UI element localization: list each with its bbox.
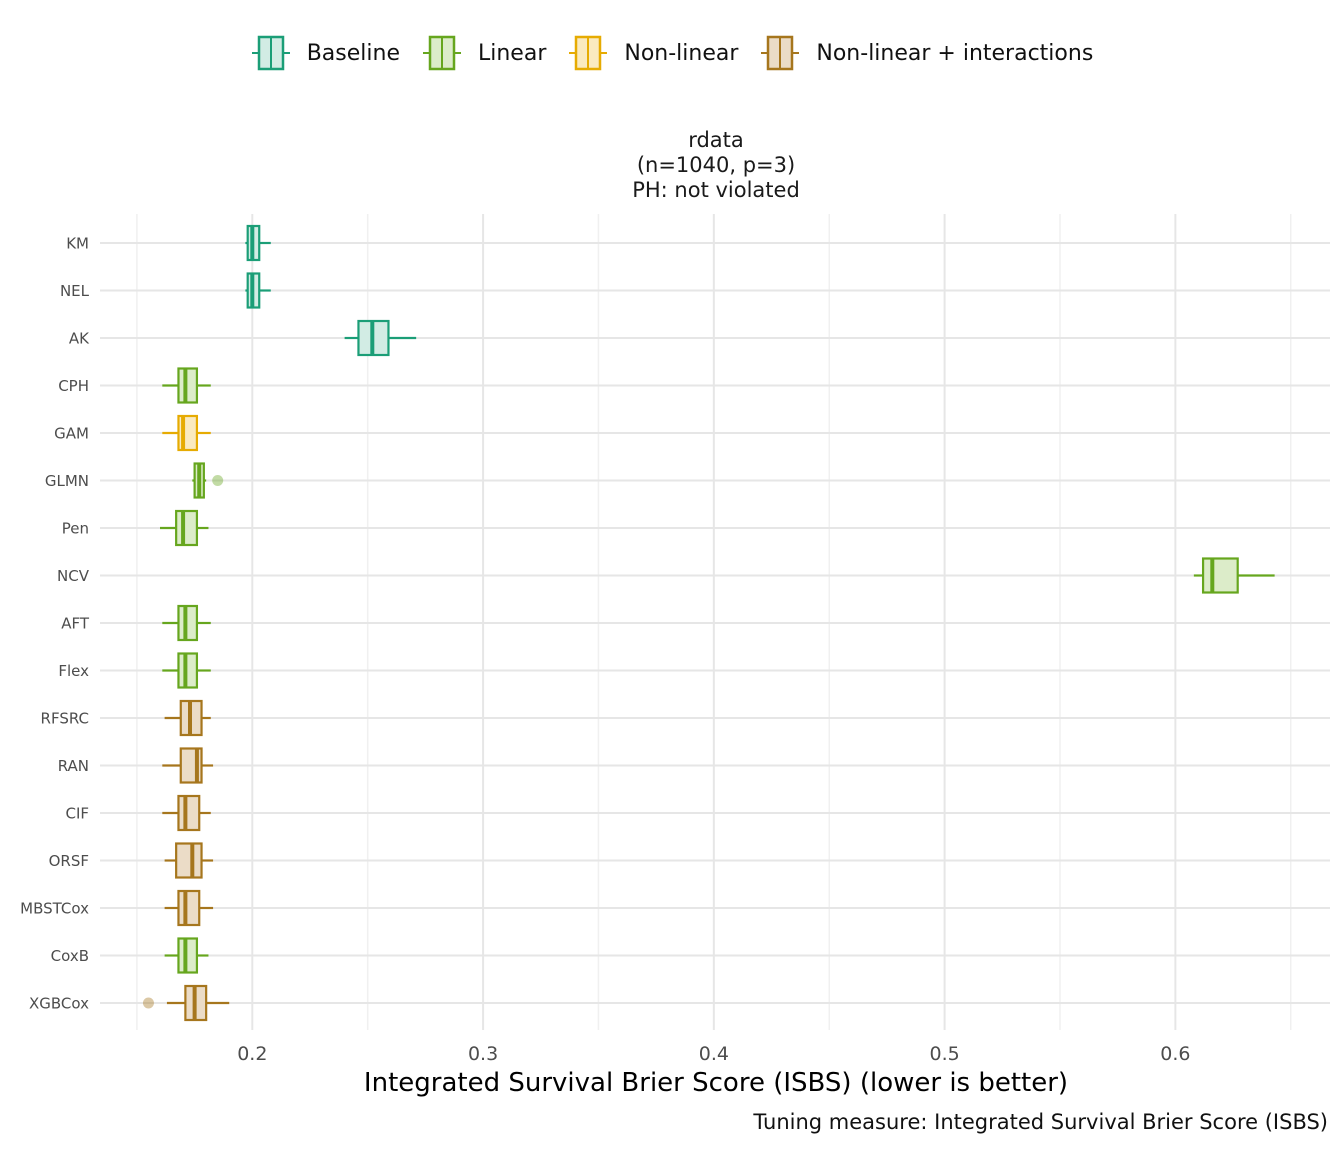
y-tick-label: Pen bbox=[62, 520, 89, 538]
outlier-point bbox=[212, 475, 224, 486]
box-iqr bbox=[1201, 557, 1239, 594]
box-nel: NEL bbox=[60, 272, 271, 309]
box-mbstcox: MBSTCox bbox=[20, 889, 214, 927]
x-axis-ticks: 0.2 0.3 0.4 0.5 0.6 bbox=[237, 1043, 1190, 1065]
facet-title-line1: rdata bbox=[688, 128, 744, 152]
caption: Tuning measure: Integrated Survival Brie… bbox=[753, 1110, 1328, 1134]
legend-item-baseline: Baseline bbox=[251, 33, 400, 73]
box-orsf: ORSF bbox=[49, 842, 214, 879]
outlier-point bbox=[142, 997, 154, 1009]
legend-label: Baseline bbox=[306, 40, 400, 66]
box-iqr bbox=[177, 604, 199, 642]
box-iqr bbox=[177, 367, 199, 404]
y-tick-label: KM bbox=[66, 235, 89, 253]
y-tick-label: XGBCox bbox=[29, 995, 89, 1013]
box-iqr bbox=[175, 509, 199, 547]
facet-title-line3: PH: not violated bbox=[632, 178, 800, 202]
box-iqr bbox=[177, 889, 201, 927]
legend-item-linear: Linear bbox=[422, 33, 546, 73]
box-glmn: GLMN bbox=[45, 462, 224, 499]
x-tick-label: 0.6 bbox=[1160, 1043, 1190, 1065]
y-tick-label: RFSRC bbox=[41, 710, 89, 728]
y-tick-label: NEL bbox=[60, 282, 90, 300]
box-xgbcox: XGBCox bbox=[29, 984, 230, 1022]
box-km: KM bbox=[66, 224, 271, 262]
y-tick-label: MBSTCox bbox=[20, 900, 89, 918]
y-tick-label: NCV bbox=[57, 567, 90, 585]
box-iqr bbox=[177, 794, 201, 832]
box-gam: GAM bbox=[54, 414, 211, 452]
legend-key-linear bbox=[422, 35, 461, 71]
y-tick-label: CIF bbox=[65, 805, 89, 823]
y-tick-label: GLMN bbox=[45, 472, 89, 490]
legend-label: Non-linear bbox=[624, 40, 739, 66]
x-tick-label: 0.3 bbox=[468, 1043, 498, 1065]
box-flex: Flex bbox=[58, 652, 211, 689]
y-tick-label: AFT bbox=[61, 615, 90, 633]
box-ncv: NCV bbox=[57, 557, 1275, 594]
facet-title-line2: (n=1040, p=3) bbox=[636, 153, 796, 177]
x-tick-label: 0.5 bbox=[930, 1043, 960, 1065]
box-aft: AFT bbox=[61, 604, 211, 642]
box-pen: Pen bbox=[62, 509, 209, 547]
legend: Baseline Linear Non-linear Non-linear + int… bbox=[0, 30, 1344, 76]
y-tick-label: Flex bbox=[58, 662, 89, 680]
box-cif: CIF bbox=[65, 794, 211, 832]
box-coxb: CoxB bbox=[51, 937, 209, 974]
legend-item-non-linear-interactions: Non-linear + interactions bbox=[760, 33, 1093, 73]
box-ran: RAN bbox=[58, 747, 214, 784]
y-tick-label: GAM bbox=[54, 425, 89, 443]
y-tick-label: CoxB bbox=[51, 947, 89, 965]
y-tick-label: ORSF bbox=[49, 852, 89, 870]
legend-label: Linear bbox=[477, 40, 547, 66]
box-iqr bbox=[175, 842, 203, 879]
y-tick-label: AK bbox=[69, 330, 90, 348]
box-cph: CPH bbox=[58, 367, 211, 404]
facet-title: rdata (n=1040, p=3) PH: not violated bbox=[100, 128, 1332, 203]
box-rfsrc: RFSRC bbox=[41, 699, 211, 737]
legend-key-baseline bbox=[251, 35, 290, 71]
x-tick-label: 0.4 bbox=[699, 1043, 729, 1065]
grid bbox=[100, 214, 1330, 1030]
x-axis-label: Integrated Survival Brier Score (ISBS) (… bbox=[363, 1068, 1069, 1098]
box-iqr bbox=[177, 652, 199, 689]
legend-item-non-linear: Non-linear bbox=[568, 33, 738, 73]
y-tick-label: RAN bbox=[58, 757, 89, 775]
x-tick-label: 0.2 bbox=[237, 1043, 267, 1065]
legend-key-non-linear bbox=[569, 35, 608, 71]
legend-label: Non-linear + interactions bbox=[816, 40, 1094, 66]
y-tick-label: CPH bbox=[58, 377, 89, 395]
box-iqr bbox=[177, 937, 199, 974]
legend-key-non-linear-interactions bbox=[761, 35, 800, 71]
box-ak: AK bbox=[69, 319, 417, 357]
